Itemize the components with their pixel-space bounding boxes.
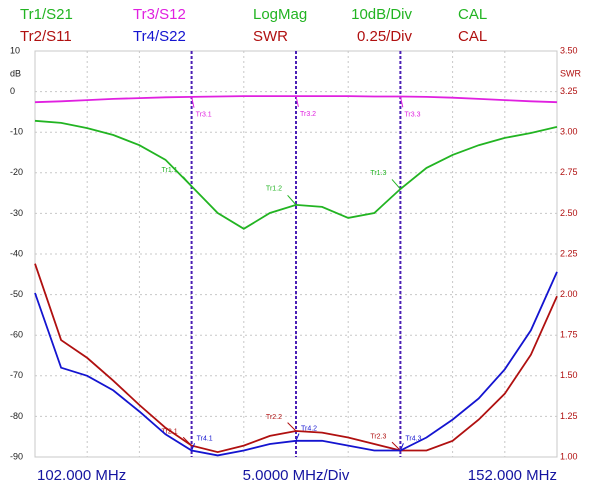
y-tick-label: -80 [10, 411, 23, 421]
y2-tick-label: 1.50 [560, 370, 578, 380]
y-tick-label: -40 [10, 248, 23, 258]
marker-label: Tr4.3 [405, 435, 421, 442]
marker-leader [391, 441, 401, 451]
legend-entry: Tr4/S22 [133, 28, 186, 45]
y-tick-label: 10 [10, 45, 20, 55]
y2-tick-label: 3.25 [560, 86, 578, 96]
y2-tick-label: 2.00 [560, 289, 578, 299]
marker-leader [182, 176, 192, 187]
legend-entry: Tr1/S21 [20, 6, 73, 23]
format-label: LogMag [253, 6, 307, 23]
y-tick-label: -90 [10, 451, 23, 461]
y2-tick-label: 1.25 [560, 411, 578, 421]
trace [34, 271, 558, 457]
marker-leader [295, 433, 300, 441]
x-axis-label: 5.0000 MHz/Div [243, 467, 350, 484]
legend-entry: Tr2/S11 [20, 28, 72, 45]
y-tick-label: -60 [10, 330, 23, 340]
marker-leader [399, 443, 404, 451]
x-tick-label: 152.000 MHz [468, 467, 557, 484]
y-tick-label: -30 [10, 208, 23, 218]
marker-label: Tr2.3 [370, 433, 386, 440]
marker-label: Tr3.3 [404, 111, 420, 118]
status-label: CAL [458, 28, 487, 45]
y2-tick-label: 2.75 [560, 167, 578, 177]
y-tick-label: -70 [10, 370, 23, 380]
y2-tick-label: 1.00 [560, 451, 578, 461]
marker-leader [391, 179, 401, 190]
marker-leader [191, 96, 195, 108]
y2-tick-label: 1.75 [560, 330, 578, 340]
marker-label: Tr4.2 [301, 426, 317, 433]
marker-label: Tr1.2 [266, 186, 282, 193]
marker-leader [295, 95, 299, 107]
scale-label: 10dB/Div [351, 6, 412, 23]
marker-label: Tr3.1 [196, 112, 212, 119]
marker-label: Tr4.1 [197, 435, 213, 442]
y2-tick-label: 2.50 [560, 208, 578, 218]
y-tick-label: -20 [10, 167, 23, 177]
y-tick-label: -10 [10, 127, 23, 137]
y-axis-label: dB [10, 68, 21, 78]
y-tick-label: 0 [10, 86, 15, 96]
marker-label: Tr2.1 [162, 428, 178, 435]
x-tick-label: 102.000 MHz [37, 467, 126, 484]
y-tick-label: -50 [10, 289, 23, 299]
marker-label: Tr3.2 [300, 111, 316, 118]
marker-label: Tr1.3 [370, 170, 386, 177]
marker-leader [399, 96, 404, 108]
marker-leader [191, 443, 196, 451]
trace [34, 119, 558, 230]
marker-leader [182, 436, 192, 446]
status-label: CAL [458, 6, 487, 23]
marker-leader [287, 194, 297, 206]
format-label: SWR [253, 28, 288, 45]
scale-label: 0.25/Div [357, 28, 413, 45]
y2-tick-label: 2.25 [560, 248, 578, 258]
y2-tick-label: 3.00 [560, 127, 578, 137]
marker-leader [287, 422, 297, 432]
y2-tick-label: 3.50 [560, 45, 578, 55]
y2-axis-label: SWR [560, 68, 581, 78]
marker-label: Tr2.2 [266, 414, 282, 421]
marker-label: Tr1.1 [162, 167, 178, 174]
legend-entry: Tr3/S12 [133, 6, 186, 23]
